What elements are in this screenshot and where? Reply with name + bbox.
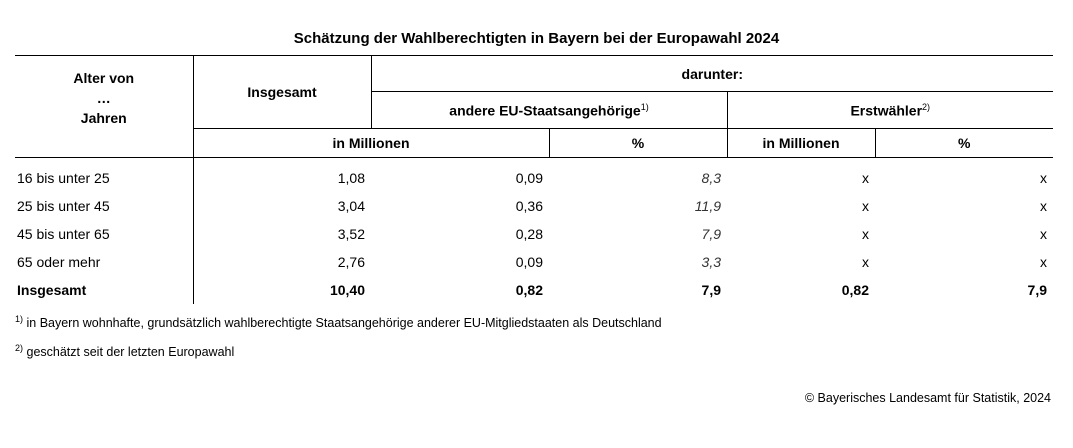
age-header-spacer <box>15 128 194 158</box>
eu-percent-cell: 7,9 <box>701 225 721 242</box>
eu-percent-cell: 8,3 <box>701 169 721 186</box>
first-voters-millions-cell: x <box>862 197 869 214</box>
age-cell: 16 bis unter 25 <box>15 157 194 192</box>
data-table: Alter von … Jahren Insgesamt darunter: a… <box>15 54 1054 304</box>
eu-percent-cell: 7,9 <box>701 281 721 298</box>
first-voters-millions-cell: x <box>862 225 869 242</box>
eu-percent-cell: 11,9 <box>694 197 721 214</box>
table-row: 45 bis unter 65 3,52 0,28 7,9 x x <box>15 219 1053 248</box>
copyright-notice: © Bayerisches Landesamt für Statistik, 2… <box>804 391 1051 405</box>
header-row-1: Alter von … Jahren Insgesamt darunter: <box>15 54 1054 129</box>
footnote-2: 2) geschätzt seit der letzten Europawahl <box>15 343 234 359</box>
total-row: Insgesamt 10,40 0,82 7,9 0,82 7,9 <box>15 275 1053 304</box>
total-cell: 3,04 <box>337 197 365 214</box>
age-header-line1: Alter von <box>73 70 135 86</box>
unit-percent-header-2: % <box>875 128 1054 158</box>
eu-percent-cell: 3,3 <box>701 253 721 270</box>
table-row: 65 oder mehr 2,76 0,09 3,3 x x <box>15 247 1053 276</box>
unit-millions-header: in Millionen <box>193 128 550 158</box>
first-voters-label: Erstwähler <box>850 102 923 119</box>
first-voters-percent-cell: x <box>1040 225 1048 242</box>
unit-percent-header: % <box>549 128 728 158</box>
age-header-line2: … <box>96 90 111 106</box>
first-voters-header: Erstwähler2) <box>727 91 1054 129</box>
darunter-header: darunter: <box>371 54 1054 93</box>
first-voters-percent-cell: x <box>1040 253 1048 270</box>
eu-millions-cell: 0,09 <box>515 253 543 270</box>
eu-millions-cell: 0,82 <box>515 281 543 298</box>
eu-millions-cell: 0,36 <box>515 197 543 214</box>
total-cell: 10,40 <box>329 281 365 298</box>
total-header: Insgesamt <box>193 55 372 129</box>
table-row: 25 bis unter 45 3,04 0,36 11,9 x x <box>15 191 1053 220</box>
age-cell: 45 bis unter 65 <box>15 219 194 248</box>
first-voters-millions-cell: x <box>862 253 869 270</box>
footnote-ref-1: 1) <box>640 101 649 112</box>
first-voters-percent-cell: 7,9 <box>1027 281 1048 298</box>
eu-group-header: andere EU-Staatsangehörige1) <box>371 91 728 129</box>
age-cell: 65 oder mehr <box>15 247 194 276</box>
first-voters-millions-cell: 0,82 <box>841 281 869 298</box>
age-header: Alter von … Jahren <box>15 55 194 128</box>
footnote-2-text: geschätzt seit der letzten Europawahl <box>23 345 235 360</box>
first-voters-percent-cell: x <box>1040 197 1048 214</box>
footnote-1-text: in Bayern wohnhafte, grundsätzlich wahlb… <box>23 316 662 331</box>
age-header-line3: Jahren <box>80 110 127 126</box>
age-cell: 25 bis unter 45 <box>15 191 194 220</box>
footnote-1: 1) in Bayern wohnhafte, grundsätzlich wa… <box>15 314 662 330</box>
total-cell: 3,52 <box>337 225 365 242</box>
header-row-units: in Millionen % in Millionen % <box>15 128 1054 158</box>
table-row: 16 bis unter 25 1,08 0,09 8,3 x x <box>15 157 1053 192</box>
table-title: Schätzung der Wahlberechtigten in Bayern… <box>293 30 780 47</box>
total-cell: 1,08 <box>337 169 365 186</box>
eu-group-label: andere EU-Staatsangehörige <box>449 102 641 119</box>
first-voters-percent-cell: x <box>1040 169 1048 186</box>
eu-millions-cell: 0,28 <box>515 225 543 242</box>
header-row-2: andere EU-Staatsangehörige1) Erstwähler2… <box>15 91 1054 129</box>
first-voters-millions-cell: x <box>862 169 869 186</box>
eu-millions-cell: 0,09 <box>515 169 543 186</box>
total-label-cell: Insgesamt <box>15 275 194 304</box>
footnote-ref-2: 2) <box>922 101 931 112</box>
footnote-2-mark: 2) <box>15 343 24 353</box>
footnote-1-mark: 1) <box>15 314 24 324</box>
total-cell: 2,76 <box>337 253 365 270</box>
unit-millions-header-2: in Millionen <box>727 128 876 158</box>
